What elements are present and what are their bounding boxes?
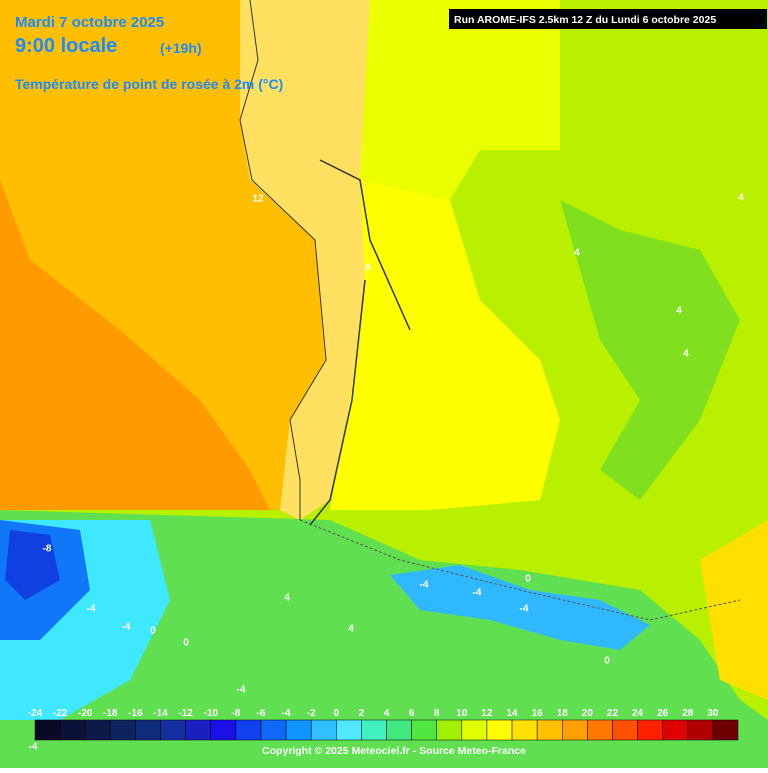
contour-line [239,0,327,520]
legend-label: -4 [282,708,291,719]
legend-label: 8 [434,708,440,719]
legend-swatch [536,719,563,741]
legend-swatch [336,719,362,741]
legend-label: 4 [384,708,390,719]
legend-swatch [34,719,61,741]
legend-swatch [185,719,211,741]
legend-label: 24 [632,708,644,719]
legend-swatch [210,719,237,741]
contour-label: 0 [183,638,189,649]
contour-label: 12 [252,194,264,205]
legend-swatch [285,719,312,741]
legend-swatch [361,719,387,741]
east-yellow [700,520,768,700]
legend-label: 2 [359,708,365,719]
deep-blue-zone [5,530,60,600]
legend-label: 20 [582,708,594,719]
legend-swatch [712,719,739,741]
contour-label: 4 [738,193,744,204]
legend-label: 10 [456,708,468,719]
legend-swatch [59,719,86,741]
contour-label: 4 [574,248,580,259]
contour-label: 8 [365,263,371,274]
date: Mardi 7 octobre 2025 [15,14,164,31]
local-time: 9:00 locale [15,35,117,57]
legend-label: 28 [682,708,694,719]
contour-label: -4 [122,622,131,633]
legend-swatch [235,719,262,741]
legend-label: -12 [178,708,193,719]
coastline [309,279,366,526]
legend-label: -20 [78,708,93,719]
border [299,519,741,621]
legend-swatch [411,719,437,741]
legend-swatch [160,719,186,741]
legend-swatch [260,719,287,741]
legend-swatch [84,719,111,741]
estuary [319,159,411,331]
yellow-green-zone [360,0,560,200]
copyright: Copyright © 2025 Meteociel.fr - Source M… [262,745,526,757]
legend-label: 14 [506,708,518,719]
legend-swatch [486,719,513,741]
legend-swatch [511,719,538,741]
legend-label: 22 [607,708,619,719]
contour-label: 0 [604,656,610,667]
contour-label: 4 [683,349,689,360]
legend-swatch [110,719,136,741]
legend-swatch [310,719,337,741]
legend-swatch [662,719,689,741]
contour-label: -4 [87,604,96,615]
legend-label: 18 [557,708,569,719]
legend-swatch [687,719,714,741]
pyrenees-blue [390,565,650,650]
south-green [0,510,768,768]
parameter: Température de point de rosée à 2m (°C) [15,76,283,92]
legend-label: 30 [707,708,719,719]
contour-label: 4 [348,624,354,635]
legend-label: 6 [409,708,415,719]
lead-time: (+19h) [160,40,202,56]
contour-label: 0 [525,574,531,585]
legend-label: 0 [334,708,340,719]
coastal-band [240,0,370,520]
legend-label: -14 [153,708,168,719]
yellow-zone [330,180,560,510]
legend-swatch [637,719,663,741]
legend-label: -22 [53,708,68,719]
sea-warmer [0,180,270,510]
legend-swatch [386,719,412,741]
legend-label: -8 [231,708,240,719]
legend-swatch [612,719,638,741]
run-info: Run AROME-IFS 2.5km 12 Z du Lundi 6 octo… [454,14,716,26]
contour-label: 0 [150,626,156,637]
legend-label: -18 [103,708,118,719]
contour-label: -4 [420,580,429,591]
contour-label: 4 [676,306,682,317]
contour-label: -4 [473,588,482,599]
legend-swatch [562,719,588,741]
legend-swatch [135,719,161,741]
colorbar: -24 -22 -20 -18 -16 -14 -12 -10 -8 -6 -4 -2 0 2 4 6 8 10 1… [28,708,739,741]
legend-label: 16 [532,708,544,719]
legend-label: 26 [657,708,669,719]
run-box [449,9,767,29]
contour-label: -4 [237,685,246,696]
legend-label: -24 [28,708,43,719]
legend-label: -16 [128,708,143,719]
contour-label: -4 [520,604,529,615]
legend-swatch [587,719,613,741]
legend-swatch [461,719,488,741]
legend-label: -10 [204,708,219,719]
green-zone [560,200,740,500]
legend-label: -6 [257,708,266,719]
contour-labels: 12 8 4 4 4 4 -8 -4 -4 0 0 4 4 -4 -4 -4 0… [29,193,745,753]
legend-label: -2 [307,708,316,719]
contour-label: -4 [29,742,38,753]
legend-label: 12 [481,708,493,719]
contour-label: -8 [43,544,52,555]
legend-swatch [436,719,463,741]
contour-label: 4 [284,593,290,604]
